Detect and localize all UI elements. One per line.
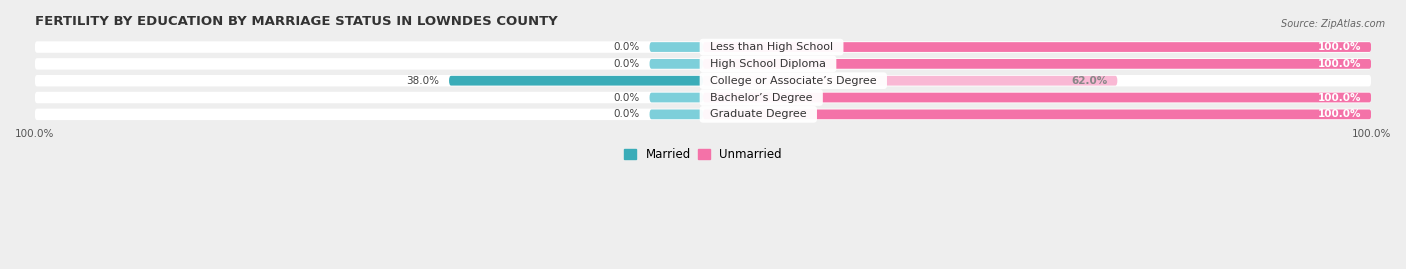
FancyBboxPatch shape <box>703 93 1371 102</box>
Text: 0.0%: 0.0% <box>613 59 640 69</box>
FancyBboxPatch shape <box>703 59 1371 69</box>
Text: Less than High School: Less than High School <box>703 42 841 52</box>
FancyBboxPatch shape <box>650 59 703 69</box>
Text: Bachelor’s Degree: Bachelor’s Degree <box>703 93 820 102</box>
FancyBboxPatch shape <box>703 109 1371 119</box>
Text: 100.0%: 100.0% <box>1317 109 1361 119</box>
Text: FERTILITY BY EDUCATION BY MARRIAGE STATUS IN LOWNDES COUNTY: FERTILITY BY EDUCATION BY MARRIAGE STATU… <box>35 15 557 28</box>
Legend: Married, Unmarried: Married, Unmarried <box>620 143 786 166</box>
FancyBboxPatch shape <box>35 109 1371 120</box>
Text: 100.0%: 100.0% <box>1317 59 1361 69</box>
Text: 0.0%: 0.0% <box>613 42 640 52</box>
Text: 62.0%: 62.0% <box>1071 76 1108 86</box>
FancyBboxPatch shape <box>449 76 703 86</box>
FancyBboxPatch shape <box>650 109 703 119</box>
FancyBboxPatch shape <box>703 76 1118 86</box>
Text: High School Diploma: High School Diploma <box>703 59 832 69</box>
FancyBboxPatch shape <box>703 42 1371 52</box>
Text: 100.0%: 100.0% <box>1317 42 1361 52</box>
FancyBboxPatch shape <box>35 41 1371 53</box>
FancyBboxPatch shape <box>35 92 1371 103</box>
Text: 38.0%: 38.0% <box>406 76 439 86</box>
FancyBboxPatch shape <box>35 75 1371 86</box>
FancyBboxPatch shape <box>35 58 1371 70</box>
FancyBboxPatch shape <box>650 93 703 102</box>
Text: 100.0%: 100.0% <box>1317 93 1361 102</box>
Text: Source: ZipAtlas.com: Source: ZipAtlas.com <box>1281 19 1385 29</box>
Text: College or Associate’s Degree: College or Associate’s Degree <box>703 76 883 86</box>
Text: Graduate Degree: Graduate Degree <box>703 109 814 119</box>
Text: 0.0%: 0.0% <box>613 93 640 102</box>
FancyBboxPatch shape <box>650 42 703 52</box>
Text: 0.0%: 0.0% <box>613 109 640 119</box>
